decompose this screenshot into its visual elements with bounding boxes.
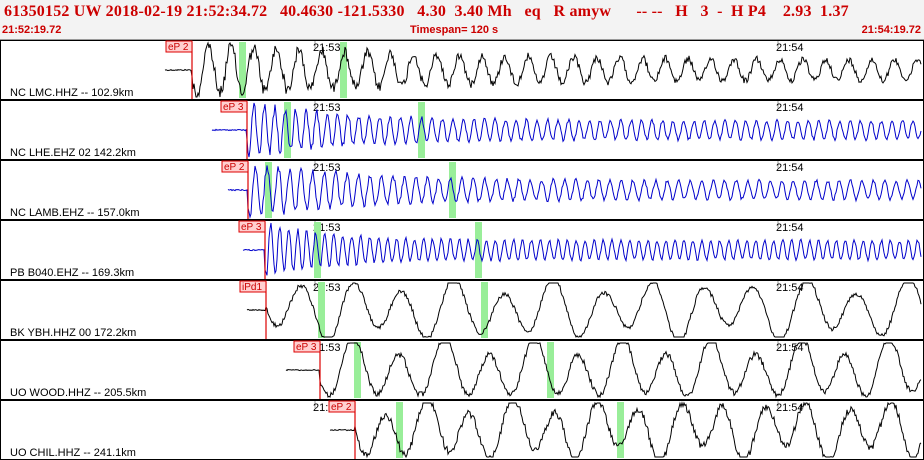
pick-label: eP 3 bbox=[223, 102, 244, 113]
phase-marker[interactable] bbox=[475, 222, 482, 278]
event-summary: 61350152 UW 2018-02-19 21:52:34.72 40.46… bbox=[4, 3, 849, 20]
phase-marker[interactable] bbox=[617, 402, 624, 458]
minute-label: 21:54 bbox=[776, 402, 804, 414]
pick-label-box bbox=[165, 40, 193, 53]
minute-label: 21:53 bbox=[313, 42, 341, 54]
pick-label: eP 2 bbox=[168, 42, 189, 53]
pick-label: eP 2 bbox=[331, 402, 352, 413]
waveform bbox=[211, 102, 922, 158]
phase-marker[interactable] bbox=[418, 102, 425, 158]
phase-marker[interactable] bbox=[449, 162, 456, 218]
minute-label: 21:53 bbox=[313, 102, 341, 114]
timespan-label: Timespan= 120 s bbox=[410, 24, 499, 36]
minute-label: 21:53 bbox=[313, 282, 341, 294]
waveform bbox=[285, 341, 922, 399]
pick-label: eP 2 bbox=[224, 162, 245, 173]
pick-label-box bbox=[239, 280, 267, 293]
pick-label: eP 3 bbox=[241, 222, 262, 233]
station-label: BK YBH.HHZ 00 172.2km bbox=[10, 327, 136, 339]
station-label: UO WOOD.HHZ -- 205.5km bbox=[10, 387, 146, 399]
phase-marker[interactable] bbox=[481, 282, 488, 338]
waveform bbox=[329, 401, 922, 459]
event-header: 61350152 UW 2018-02-19 21:52:34.72 40.46… bbox=[0, 0, 924, 40]
phase-marker[interactable] bbox=[396, 402, 403, 458]
minute-label: 21:54 bbox=[776, 282, 804, 294]
station-label: UO CHIL.HHZ -- 241.1km bbox=[10, 447, 136, 459]
minute-label: 21:54 bbox=[776, 102, 804, 114]
pick-label-box bbox=[293, 340, 321, 353]
waveform bbox=[242, 222, 922, 276]
minute-label: 21:54 bbox=[776, 222, 804, 234]
panel-frame bbox=[0, 160, 924, 220]
trace-panel[interactable]: 21:53 21:54 eP 2 NC LAMB.EHZ -- 157.0km bbox=[0, 160, 924, 220]
pick-label-box bbox=[220, 100, 248, 113]
station-label: NC LMC.HHZ -- 102.9km bbox=[10, 87, 133, 99]
waveform bbox=[227, 165, 922, 219]
minute-label: 21:54 bbox=[776, 162, 804, 174]
pick-label: eP 3 bbox=[296, 342, 317, 353]
minute-label: 21:54 bbox=[776, 42, 804, 54]
phase-marker[interactable] bbox=[340, 42, 347, 98]
phase-marker[interactable] bbox=[318, 282, 325, 338]
station-label: NC LHE.EHZ 02 142.2km bbox=[10, 147, 136, 159]
minute-label: 21:54 bbox=[776, 342, 804, 354]
trace-panel[interactable]: 21:53 21:54 eP 2 NC LMC.HHZ -- 102.9km bbox=[0, 40, 924, 100]
pick-label-box bbox=[221, 160, 249, 173]
trace-panel[interactable]: 21:53 21:54 eP 3 NC LHE.EHZ 02 142.2km bbox=[0, 100, 924, 160]
start-time: 21:52:19.72 bbox=[2, 24, 62, 36]
station-label: PB B040.EHZ -- 169.3km bbox=[10, 267, 134, 279]
panel-frame bbox=[0, 40, 924, 100]
waveform bbox=[164, 41, 922, 98]
pick-label-box bbox=[238, 220, 266, 233]
end-time: 21:54:19.72 bbox=[861, 24, 921, 36]
phase-marker[interactable] bbox=[354, 342, 361, 398]
waveform bbox=[246, 282, 922, 338]
trace-panel[interactable]: 21:53 21:54 iPd1 BK YBH.HHZ 00 172.2km bbox=[0, 280, 924, 340]
phase-marker[interactable] bbox=[239, 42, 246, 98]
phase-marker[interactable] bbox=[547, 342, 554, 398]
trace-panels: 21:53 21:54 eP 2 NC LMC.HHZ -- 102.9km 21:53… bbox=[0, 40, 924, 460]
minute-label: 21:53 bbox=[313, 162, 341, 174]
pick-label: iPd1 bbox=[242, 282, 262, 293]
phase-marker[interactable] bbox=[265, 162, 272, 218]
panel-frame bbox=[0, 340, 924, 400]
pick-label-box bbox=[328, 400, 356, 413]
station-label: NC LAMB.EHZ -- 157.0km bbox=[10, 207, 140, 219]
